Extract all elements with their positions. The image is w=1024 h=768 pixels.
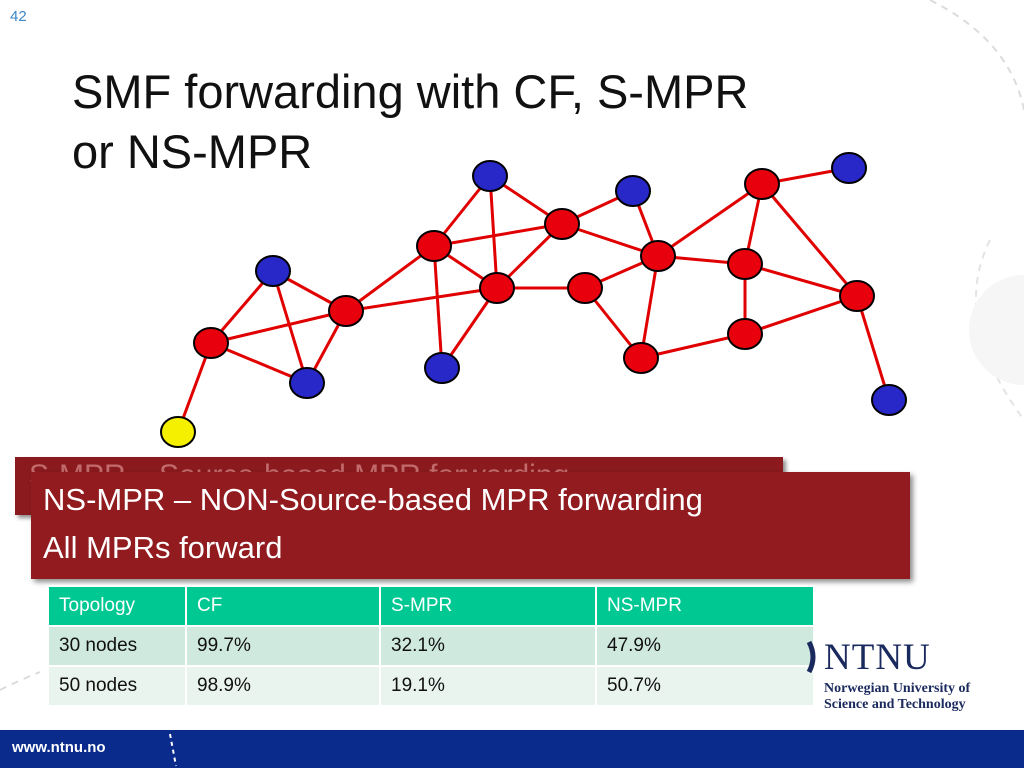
mpr-node xyxy=(193,327,229,359)
title-line-2: or NS-MPR xyxy=(72,125,313,178)
mpr-node xyxy=(567,272,603,304)
mpr-node xyxy=(623,342,659,374)
ntnu-logo-mark-icon xyxy=(806,640,816,674)
table-cell: 98.9% xyxy=(185,665,381,707)
network-graph xyxy=(160,152,907,448)
mpr-node xyxy=(727,248,763,280)
non-mpr-node xyxy=(871,384,907,416)
network-link xyxy=(744,294,858,336)
network-link xyxy=(432,245,444,369)
ns-mpr-description-line-2: All MPRs forward xyxy=(43,530,283,565)
table-header-row: Topology CF S-MPR NS-MPR xyxy=(47,585,815,627)
source-node xyxy=(160,416,196,448)
footer-url[interactable]: www.ntnu.no xyxy=(12,739,106,756)
network-link xyxy=(433,222,563,248)
table-cell: 50 nodes xyxy=(47,665,187,707)
non-mpr-node xyxy=(424,352,460,384)
ntnu-subtitle-line-1: Norwegian University of xyxy=(824,681,971,696)
table-cell: 50.7% xyxy=(595,665,815,707)
table-cell: 99.7% xyxy=(185,625,381,667)
mpr-node xyxy=(328,295,364,327)
network-link xyxy=(271,270,309,384)
network-link xyxy=(488,175,499,289)
footer-decoration xyxy=(169,733,177,767)
network-nodes xyxy=(160,152,907,448)
network-link xyxy=(639,255,660,359)
table-cell: 32.1% xyxy=(379,625,597,667)
mpr-node xyxy=(544,208,580,240)
header-ns-mpr: NS-MPR xyxy=(595,585,815,627)
non-mpr-node xyxy=(289,367,325,399)
ntnu-logo-subtitle: Norwegian University of Science and Tech… xyxy=(824,681,970,713)
mpr-node xyxy=(744,168,780,200)
ns-mpr-description-line-1: NS-MPR – NON-Source-based MPR forwarding xyxy=(43,482,703,517)
table-row: 30 nodes 99.7% 32.1% 47.9% xyxy=(47,625,815,667)
non-mpr-node xyxy=(472,160,508,192)
network-link xyxy=(210,309,347,345)
mpr-node xyxy=(727,318,763,350)
mpr-node xyxy=(640,240,676,272)
table-cell: 30 nodes xyxy=(47,625,187,667)
mpr-node xyxy=(839,280,875,312)
slide-number: 42 xyxy=(10,8,27,25)
network-link xyxy=(744,262,858,298)
non-mpr-node xyxy=(615,175,651,207)
network-link xyxy=(855,295,891,401)
network-link xyxy=(345,286,498,313)
non-mpr-node xyxy=(255,255,291,287)
mpr-node xyxy=(416,230,452,262)
ntnu-subtitle-line-2: Science and Technology xyxy=(824,697,966,712)
header-s-mpr: S-MPR xyxy=(379,585,597,627)
header-topology: Topology xyxy=(47,585,187,627)
network-links xyxy=(176,166,891,433)
table-cell: 19.1% xyxy=(379,665,597,707)
network-link xyxy=(345,244,435,313)
header-cf: CF xyxy=(185,585,381,627)
footer-bar: www.ntnu.no xyxy=(0,730,1024,768)
network-link xyxy=(657,182,763,258)
table-row: 50 nodes 98.9% 19.1% 50.7% xyxy=(47,665,815,707)
table-cell: 47.9% xyxy=(595,625,815,667)
non-mpr-node xyxy=(831,152,867,184)
slide-title: SMF forwarding with CF, S-MPR or NS-MPR xyxy=(72,62,952,182)
ns-mpr-description-box: NS-MPR – NON-Source-based MPR forwarding… xyxy=(31,472,910,579)
mpr-node xyxy=(479,272,515,304)
network-link xyxy=(760,183,859,297)
forwarding-results-table: Topology CF S-MPR NS-MPR 30 nodes 99.7% … xyxy=(47,585,815,707)
ntnu-logo-text: NTNU xyxy=(824,637,931,678)
title-line-1: SMF forwarding with CF, S-MPR xyxy=(72,65,749,118)
